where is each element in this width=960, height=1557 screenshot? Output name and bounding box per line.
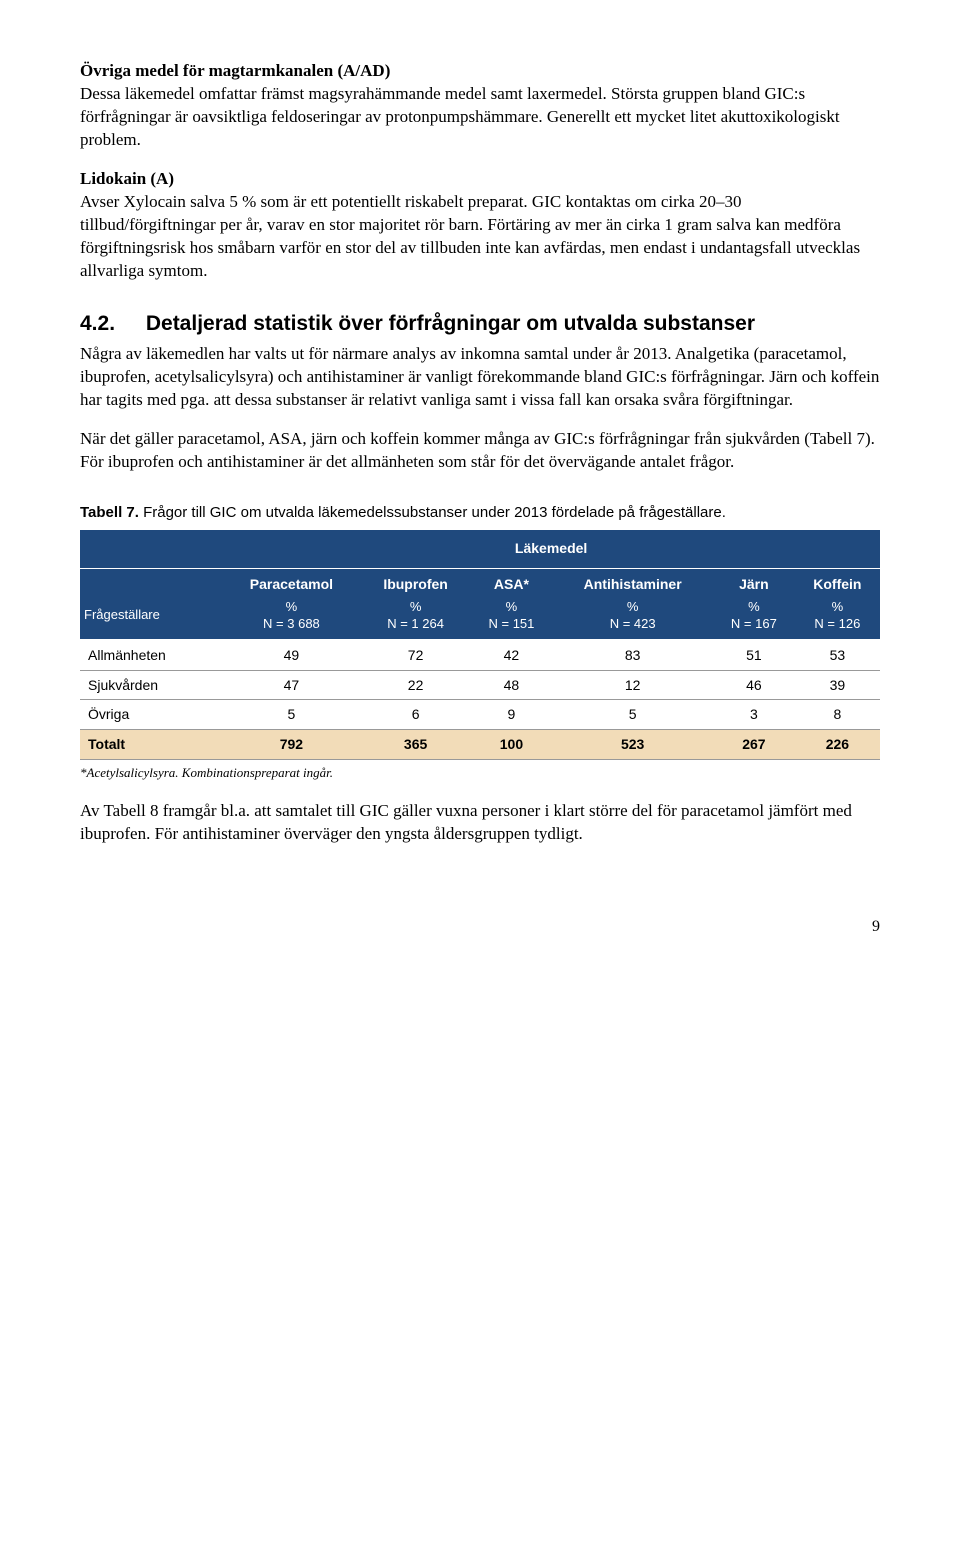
table-col-0: Paracetamol	[222, 568, 360, 595]
table-caption-rest: Frågor till GIC om utvalda läkemedelssub…	[139, 504, 726, 521]
sec2-block: Lidokain (A) Avser Xylocain salva 5 % so…	[80, 168, 880, 283]
table-col-2: ASA*	[471, 568, 553, 595]
row1-v5: 39	[795, 670, 880, 700]
table-caption: Tabell 7. Frågor till GIC om utvalda läk…	[80, 503, 880, 523]
row1-v4: 46	[713, 670, 795, 700]
page-number: 9	[80, 916, 880, 938]
table-sub-1: % N = 1 264	[361, 596, 471, 640]
table-superheader: Läkemedel	[222, 530, 880, 569]
table-rowheader-blank	[80, 568, 222, 595]
row1-v0: 47	[222, 670, 360, 700]
row2-v2: 9	[471, 700, 553, 730]
total-v0: 792	[222, 730, 360, 760]
row0-v4: 51	[713, 640, 795, 670]
row0-v3: 83	[552, 640, 713, 670]
row2-v5: 8	[795, 700, 880, 730]
section-num: 4.2.	[80, 310, 140, 338]
total-v3: 523	[552, 730, 713, 760]
table-sub-0: % N = 3 688	[222, 596, 360, 640]
total-label: Totalt	[80, 730, 222, 760]
table-sub-3: % N = 423	[552, 596, 713, 640]
row0-v1: 72	[361, 640, 471, 670]
sec2-title: Lidokain (A)	[80, 169, 174, 188]
table-row: Allmänheten 49 72 42 83 51 53	[80, 640, 880, 670]
table-col-1: Ibuprofen	[361, 568, 471, 595]
section-heading: 4.2. Detaljerad statistik över förfrågni…	[80, 310, 880, 338]
total-v2: 100	[471, 730, 553, 760]
row2-v0: 5	[222, 700, 360, 730]
table-col-header-row: Paracetamol Ibuprofen ASA* Antihistamine…	[80, 568, 880, 595]
table-caption-bold: Tabell 7.	[80, 504, 139, 521]
row2-v1: 6	[361, 700, 471, 730]
table-corner-blank	[80, 530, 222, 569]
table-superheader-row: Läkemedel	[80, 530, 880, 569]
table-sub-2: % N = 151	[471, 596, 553, 640]
body-para-1: Några av läkemedlen har valts ut för när…	[80, 343, 880, 412]
table-sub-header-row: Frågeställare % N = 3 688 % N = 1 264 % …	[80, 596, 880, 640]
body-para-2: När det gäller paracetamol, ASA, järn oc…	[80, 428, 880, 474]
row2-v4: 3	[713, 700, 795, 730]
row1-v1: 22	[361, 670, 471, 700]
total-v5: 226	[795, 730, 880, 760]
table-col-5: Koffein	[795, 568, 880, 595]
table-total-row: Totalt 792 365 100 523 267 226	[80, 730, 880, 760]
sec1-title: Övriga medel för magtarmkanalen (A/AD)	[80, 61, 390, 80]
table-col-4: Järn	[713, 568, 795, 595]
sec1-text: Dessa läkemedel omfattar främst magsyrah…	[80, 84, 840, 149]
row1-v2: 48	[471, 670, 553, 700]
table-row: Övriga 5 6 9 5 3 8	[80, 700, 880, 730]
row0-v2: 42	[471, 640, 553, 670]
section-title: Detaljerad statistik över förfrågningar …	[146, 312, 755, 335]
table-row: Sjukvården 47 22 48 12 46 39	[80, 670, 880, 700]
table-rowheader-label: Frågeställare	[80, 596, 222, 640]
sec1-block: Övriga medel för magtarmkanalen (A/AD) D…	[80, 60, 880, 152]
table-sub-5: % N = 126	[795, 596, 880, 640]
table-footnote: *Acetylsalicylsyra. Kombinationspreparat…	[80, 764, 880, 782]
row0-v0: 49	[222, 640, 360, 670]
table-col-3: Antihistaminer	[552, 568, 713, 595]
sec2-text: Avser Xylocain salva 5 % som är ett pote…	[80, 192, 860, 280]
row1-label: Sjukvården	[80, 670, 222, 700]
total-v4: 267	[713, 730, 795, 760]
row1-v3: 12	[552, 670, 713, 700]
row0-label: Allmänheten	[80, 640, 222, 670]
row0-v5: 53	[795, 640, 880, 670]
body-para-3: Av Tabell 8 framgår bl.a. att samtalet t…	[80, 800, 880, 846]
row2-label: Övriga	[80, 700, 222, 730]
table-sub-4: % N = 167	[713, 596, 795, 640]
data-table: Läkemedel Paracetamol Ibuprofen ASA* Ant…	[80, 530, 880, 761]
total-v1: 365	[361, 730, 471, 760]
row2-v3: 5	[552, 700, 713, 730]
